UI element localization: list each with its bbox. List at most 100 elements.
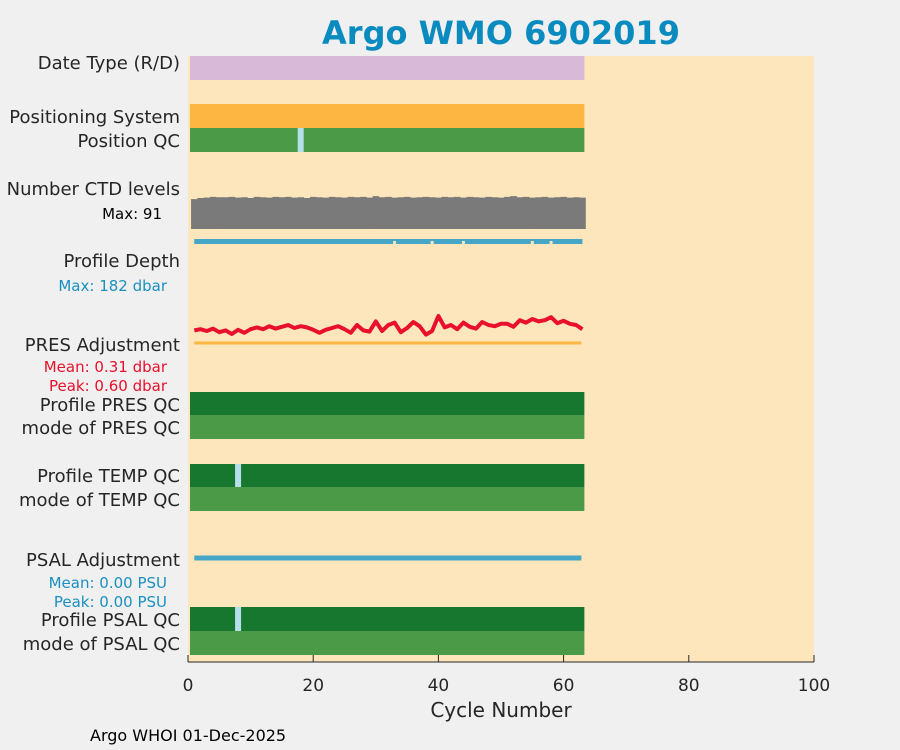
profile-depth-gap-cycle-39 bbox=[430, 241, 434, 244]
ctd-bar-cycle-22 bbox=[322, 197, 330, 229]
profile-depth-gap-cycle-33 bbox=[393, 241, 397, 244]
ctd-bar-cycle-47 bbox=[479, 197, 486, 229]
ctd-bar-cycle-35 bbox=[403, 196, 411, 229]
label-psal-adjustment: PSAL Adjustment bbox=[26, 550, 180, 571]
ctd-bar-cycle-24 bbox=[335, 197, 342, 229]
ctd-bar-cycle-60 bbox=[560, 196, 567, 229]
ctd-bar-cycle-13 bbox=[266, 197, 273, 229]
label-profile-temp-qc: Profile TEMP QC bbox=[37, 466, 180, 487]
psal-mean-label: Mean: 0.00 PSU bbox=[49, 574, 167, 592]
ctd-bar-cycle-28 bbox=[360, 196, 367, 229]
ctd-bar-cycle-26 bbox=[347, 196, 355, 229]
ctd-bar-cycle-30 bbox=[372, 196, 380, 229]
ctd-bar-cycle-21 bbox=[316, 197, 323, 229]
ctd-bar-cycle-53 bbox=[516, 197, 524, 229]
label-position-qc: Position QC bbox=[77, 131, 180, 152]
plot-background bbox=[188, 56, 814, 662]
ctd-bar-cycle-38 bbox=[422, 196, 430, 229]
ctd-bar-cycle-7 bbox=[228, 196, 236, 229]
ctd-bar-cycle-57 bbox=[541, 196, 549, 229]
profile-depth-gap-cycle-58 bbox=[549, 241, 553, 244]
ctd-bar-cycle-58 bbox=[547, 197, 555, 229]
ctd-bar-cycle-46 bbox=[472, 197, 480, 229]
ctd-bar-cycle-62 bbox=[572, 197, 580, 229]
ctd-bar-cycle-20 bbox=[310, 196, 317, 229]
bar-profile-pres-qc bbox=[190, 392, 585, 415]
ctd-bar-cycle-39 bbox=[428, 197, 436, 229]
label-positioning-system: Positioning System bbox=[9, 107, 180, 128]
flag-profile-temp-qc-cycle-8 bbox=[235, 464, 242, 487]
ctd-bar-cycle-6 bbox=[222, 197, 229, 229]
ctd-bar-cycle-61 bbox=[566, 197, 574, 229]
label-pres-adjustment: PRES Adjustment bbox=[25, 335, 180, 356]
profile-depth-line bbox=[194, 239, 583, 244]
bar-mode-temp-qc bbox=[190, 487, 585, 511]
ctd-bar-cycle-16 bbox=[284, 196, 292, 229]
ctd-bar-cycle-10 bbox=[247, 197, 254, 229]
x-tick-label-60: 60 bbox=[553, 676, 575, 696]
x-tick-label-40: 40 bbox=[428, 676, 450, 696]
bar-mode-psal-qc bbox=[190, 631, 585, 655]
label-date-type: Date Type (R/D) bbox=[38, 53, 180, 74]
ctd-bar-cycle-3 bbox=[203, 197, 211, 229]
ctd-bar-cycle-2 bbox=[197, 197, 204, 229]
ctd-bar-cycle-36 bbox=[410, 197, 417, 229]
ctd-bar-cycle-12 bbox=[259, 197, 267, 229]
bar-date-type bbox=[190, 56, 585, 80]
label-profile-depth: Profile Depth bbox=[63, 251, 180, 272]
ctd-bar-cycle-23 bbox=[328, 196, 336, 229]
ctd-bar-cycle-4 bbox=[209, 196, 217, 229]
ctd-bar-cycle-59 bbox=[554, 197, 561, 229]
x-tick-label-100: 100 bbox=[798, 676, 830, 696]
ctd-bar-cycle-25 bbox=[341, 197, 348, 229]
bar-profile-temp-qc bbox=[190, 464, 585, 487]
bar-position-qc bbox=[190, 128, 585, 152]
ctd-bar-cycle-8 bbox=[234, 197, 242, 229]
ctd-bar-cycle-32 bbox=[385, 196, 392, 229]
x-axis-ticks: 0 20 40 60 80 100 bbox=[183, 655, 830, 696]
bar-positioning-system bbox=[190, 104, 585, 128]
footer-credit: Argo WHOI 01-Dec-2025 bbox=[90, 726, 286, 745]
ctd-bar-cycle-44 bbox=[460, 197, 467, 229]
ctd-bar-cycle-15 bbox=[278, 197, 286, 229]
bar-mode-pres-qc bbox=[190, 415, 585, 439]
flag-position-qc-cycle-18 bbox=[297, 128, 304, 152]
ctd-bar-cycle-1 bbox=[191, 199, 198, 229]
ctd-bar-cycle-45 bbox=[466, 196, 474, 229]
x-tick-label-80: 80 bbox=[678, 676, 700, 696]
bar-profile-psal-qc bbox=[190, 607, 585, 631]
ctd-bar-cycle-51 bbox=[504, 196, 511, 229]
ctd-bar-cycle-56 bbox=[535, 197, 542, 229]
ctd-bar-cycle-54 bbox=[522, 196, 530, 229]
profile-depth-gap-cycle-55 bbox=[530, 241, 534, 244]
pres-mean-label: Mean: 0.31 dbar bbox=[44, 358, 168, 376]
x-tick-label-20: 20 bbox=[302, 676, 324, 696]
ctd-bar-cycle-27 bbox=[353, 197, 361, 229]
label-profile-pres-qc: Profile PRES QC bbox=[40, 395, 180, 416]
chart-title: Argo WMO 6902019 bbox=[322, 14, 680, 52]
x-tick-label-0: 0 bbox=[183, 676, 194, 696]
ctd-bar-cycle-14 bbox=[272, 196, 280, 229]
ctd-bar-cycle-18 bbox=[297, 197, 305, 229]
chart-marks bbox=[190, 56, 586, 655]
ctd-bar-cycle-29 bbox=[366, 197, 373, 229]
psal-peak-label: Peak: 0.00 PSU bbox=[54, 593, 167, 611]
ctd-bar-cycle-48 bbox=[485, 196, 492, 229]
label-mode-temp-qc: mode of TEMP QC bbox=[19, 490, 180, 511]
ctd-bar-cycle-34 bbox=[397, 197, 405, 229]
ctd-bar-cycle-11 bbox=[253, 196, 261, 229]
pres-adjustment-line bbox=[193, 314, 584, 337]
ctd-bar-cycle-50 bbox=[497, 197, 505, 229]
ctd-bar-cycle-43 bbox=[453, 196, 461, 229]
ctd-bar-cycle-9 bbox=[241, 197, 248, 229]
profile-depth-gap-cycle-44 bbox=[461, 241, 465, 244]
ctd-bar-cycle-52 bbox=[510, 196, 517, 229]
ctd-bar-cycle-40 bbox=[435, 197, 442, 229]
depth-max-label: Max: 182 dbar bbox=[58, 277, 167, 295]
ctd-bar-cycle-41 bbox=[441, 196, 449, 229]
ctd-bar-cycle-49 bbox=[491, 197, 499, 229]
x-axis-title: Cycle Number bbox=[430, 698, 572, 722]
ctd-bar-cycle-5 bbox=[216, 197, 223, 229]
ctd-bar-cycle-33 bbox=[391, 197, 398, 229]
